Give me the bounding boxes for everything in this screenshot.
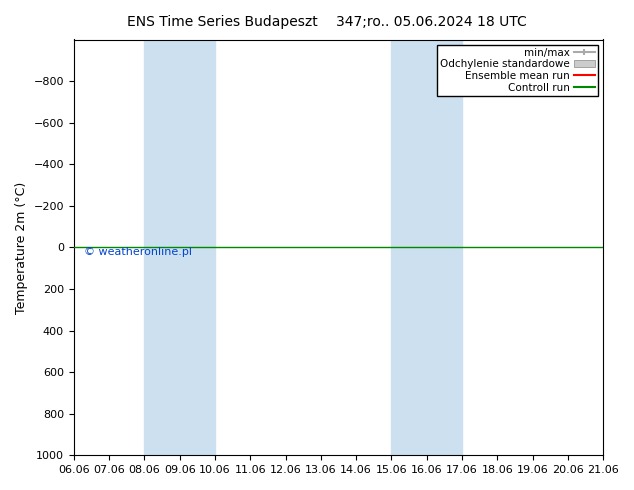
Y-axis label: Temperature 2m (°C): Temperature 2m (°C) (15, 181, 28, 314)
Bar (391, 40, 462, 455)
Legend: min/max, Odchylenie standardowe, Ensemble mean run, Controll run: min/max, Odchylenie standardowe, Ensembl… (437, 45, 598, 96)
Text: © weatheronline.pl: © weatheronline.pl (84, 246, 192, 257)
Text: ENS Time Series Budapeszt: ENS Time Series Budapeszt (127, 15, 317, 29)
Text: 347;ro.. 05.06.2024 18 UTC: 347;ro.. 05.06.2024 18 UTC (336, 15, 526, 29)
Bar (145, 40, 215, 455)
